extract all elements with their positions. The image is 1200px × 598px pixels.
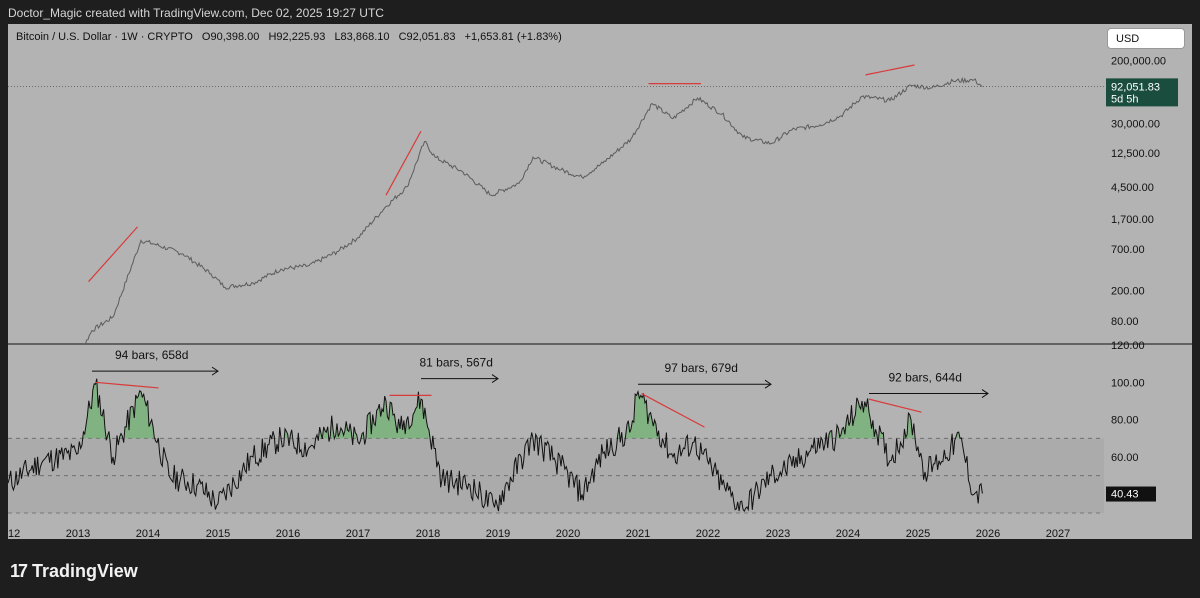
price-axis-label: 80.00 — [1111, 316, 1139, 328]
tradingview-brand[interactable]: 17 TradingView — [10, 561, 138, 582]
currency-button[interactable]: USD — [1107, 28, 1185, 49]
time-axis-label: 2020 — [556, 528, 580, 539]
ohlc-close: C92,051.83 — [398, 31, 456, 43]
time-axis-label: 2014 — [136, 528, 160, 539]
price-axis-label: 12,500.00 — [1111, 148, 1160, 160]
rsi-overbought-fill — [879, 425, 884, 439]
divergence-line — [95, 381, 159, 389]
time-axis-label: 2015 — [206, 528, 230, 539]
time-axis-label: 2018 — [416, 528, 440, 539]
symbol-name: Bitcoin / U.S. Dollar · 1W · CRYPTO — [16, 31, 193, 43]
last-price-value: 92,051.83 — [1111, 81, 1160, 93]
price-series-line — [84, 76, 983, 344]
rsi-overbought-fill — [323, 426, 328, 439]
time-axis-label: 2027 — [1046, 528, 1070, 539]
rsi-axis-label: 120.00 — [1111, 340, 1145, 352]
rsi-overbought-fill — [625, 391, 659, 439]
divergence-line — [641, 393, 705, 428]
annotation-label: 97 bars, 679d — [665, 361, 738, 375]
arrow-head-icon — [981, 389, 989, 398]
brand-name: TradingView — [32, 561, 138, 581]
annotation-label: 81 bars, 567d — [420, 356, 493, 370]
ohlc-change: +1,653.81 (+1.83%) — [464, 31, 562, 43]
rsi-overbought-fill — [83, 378, 105, 439]
chart-credit: Doctor_Magic created with TradingView.co… — [8, 6, 384, 20]
time-axis-label: 2025 — [906, 528, 930, 539]
time-axis-label: 2026 — [976, 528, 1000, 539]
chart-area[interactable]: 94 bars, 658d 81 bars, 567d 97 bars, 679d 9… — [8, 24, 1192, 539]
symbol-legend: Bitcoin / U.S. Dollar · 1W · CRYPTO O90,… — [16, 31, 568, 43]
rsi-overbought-fill — [904, 413, 914, 439]
time-axis-label: 2019 — [486, 528, 510, 539]
time-axis-label: 2021 — [626, 528, 650, 539]
last-rsi-value: 40.43 — [1111, 489, 1139, 501]
time-axis-label: 2016 — [276, 528, 300, 539]
arrow-head-icon — [491, 374, 499, 384]
bar-countdown: 5d 5h — [1111, 93, 1139, 105]
divergence-line — [385, 130, 422, 196]
time-axis-label: 2012 — [8, 528, 20, 539]
last-rsi-tag — [1106, 486, 1156, 502]
arrow-head-icon — [764, 379, 772, 389]
ohlc-low: L83,868.10 — [334, 31, 390, 43]
price-axis-label: 30,000.00 — [1111, 119, 1160, 131]
rsi-axis-label: 60.00 — [1111, 452, 1139, 464]
rsi-overbought-fill — [354, 426, 357, 439]
price-axis-label: 4,500.00 — [1111, 182, 1154, 194]
last-price-tag — [1106, 78, 1178, 107]
rsi-overbought-fill — [119, 433, 123, 439]
rsi-overbought-fill — [366, 391, 429, 439]
time-axis-label: 2017 — [346, 528, 370, 539]
ohlc-high: H92,225.93 — [268, 31, 326, 43]
annotation-label: 94 bars, 658d — [115, 348, 188, 362]
rsi-axis-label: 80.00 — [1111, 415, 1139, 427]
arrow-head-icon — [211, 366, 219, 376]
ohlc-open: O90,398.00 — [201, 31, 260, 43]
time-axis-label: 2024 — [836, 528, 860, 539]
price-axis-label: 1,700.00 — [1111, 214, 1154, 226]
divergence-line — [865, 64, 915, 76]
divergence-line — [868, 398, 922, 413]
time-axis-label: 2013 — [66, 528, 90, 539]
time-axis-label: 2023 — [766, 528, 790, 539]
divergence-line — [88, 226, 138, 283]
annotation-label: 92 bars, 644d — [889, 371, 962, 385]
price-axis-label: 200.00 — [1111, 285, 1145, 297]
time-axis-label: 2022 — [696, 528, 720, 539]
rsi-overbought-fill — [285, 428, 288, 439]
rsi-overbought-fill — [125, 390, 155, 439]
rsi-axis-label: 100.00 — [1111, 377, 1145, 389]
chart-canvas[interactable]: 94 bars, 658d 81 bars, 567d 97 bars, 679d 9… — [8, 24, 1192, 539]
rsi-overbought-fill — [837, 397, 877, 439]
rsi-series-line — [8, 378, 983, 513]
tradingview-logo-icon: 17 — [10, 561, 28, 581]
price-axis-label: 200,000.00 — [1111, 56, 1166, 68]
rsi-overbought-fill — [829, 430, 832, 439]
rsi-overbought-fill — [956, 432, 959, 439]
price-axis-label: 700.00 — [1111, 244, 1145, 256]
